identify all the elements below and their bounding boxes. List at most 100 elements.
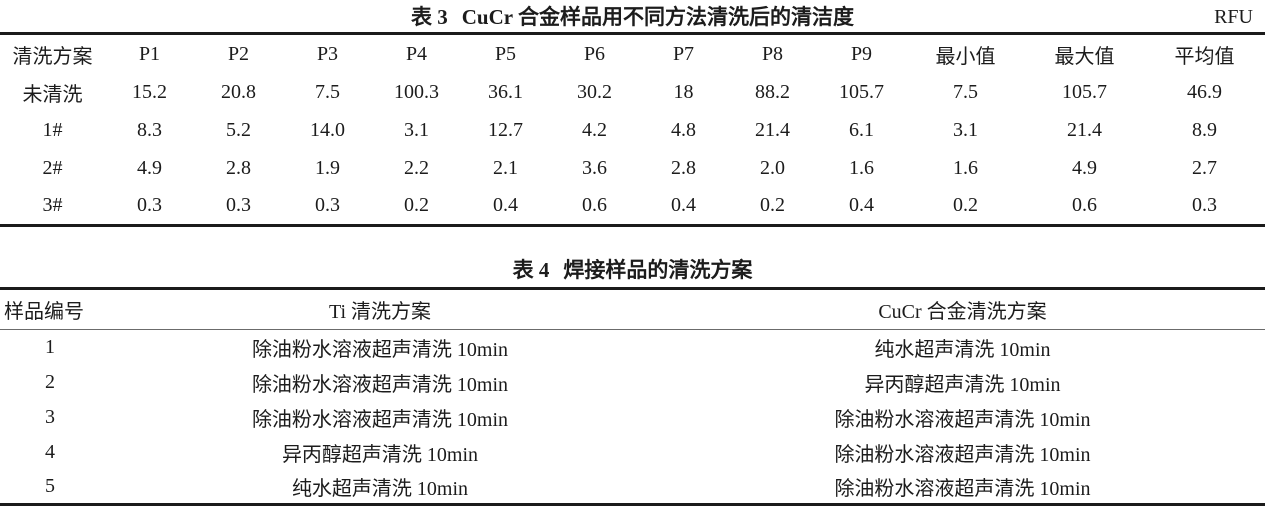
column-header: P7: [672, 42, 695, 65]
table-cell: 3.1: [404, 119, 429, 141]
table-cell: 8.3: [137, 119, 162, 141]
table3-unit-label: RFU: [1214, 6, 1253, 28]
table-cell: 纯水超声清洗 10min: [874, 338, 1051, 361]
table-cell: 7.5: [315, 81, 340, 103]
table-cell: 21.4: [755, 119, 790, 141]
row-label-cell: 未清洗: [22, 84, 83, 106]
row-label-cell: 5: [45, 474, 55, 497]
table-cell: 15.2: [132, 81, 167, 103]
table-cell: 0.3: [137, 194, 162, 217]
table3-caption: 表 3 CuCr 合金样品用不同方法清洗后的清洁度 RFU: [0, 2, 1265, 32]
table-cell: 0.2: [760, 194, 785, 217]
table-cell: 3.6: [582, 157, 607, 179]
row-label-cell: 2: [45, 370, 55, 393]
table-cell: 18: [673, 81, 694, 103]
column-header: P4: [405, 42, 428, 65]
table-cell: 2.2: [404, 157, 429, 179]
column-header: 最大值: [1054, 45, 1115, 68]
column-header: 样品编号: [0, 288, 100, 330]
table-cell: 0.3: [1192, 194, 1217, 217]
column-header: 最小值: [935, 45, 996, 68]
table-cell: 20.8: [221, 81, 256, 103]
column-header: P1: [138, 42, 161, 65]
table-cell: 除油粉水溶液超声清洗 10min: [251, 408, 509, 431]
table-cell: 4.8: [671, 119, 696, 141]
table-cell: 异丙醇超声清洗 10min: [864, 373, 1061, 396]
table-row: 4 异丙醇超声清洗 10min 除油粉水溶液超声清洗 10min: [0, 435, 1265, 470]
table-row: 1 除油粉水溶液超声清洗 10min 纯水超声清洗 10min: [0, 330, 1265, 365]
table-cell: 0.6: [1072, 194, 1097, 217]
column-header: Ti 清洗方案: [100, 288, 660, 330]
table-cell: 除油粉水溶液超声清洗 10min: [834, 408, 1091, 431]
table-cell: 0.4: [671, 194, 696, 217]
row-label-cell: 3#: [42, 194, 63, 217]
table-row: 未清洗 15.2 20.8 7.5 100.3 36.1 30.2 18 88.2 105.7 7.…: [0, 74, 1265, 112]
table3-caption-number: 表 3: [411, 5, 448, 29]
column-header: P5: [494, 42, 517, 65]
row-label-cell: 3: [45, 405, 55, 428]
table-cell: 异丙醇超声清洗 10min: [281, 443, 479, 466]
table-cell: 105.7: [1062, 81, 1107, 103]
table-cell: 除油粉水溶液超声清洗 10min: [251, 373, 509, 396]
row-label-cell: 4: [45, 440, 55, 463]
table-cell: 105.7: [839, 81, 884, 103]
table4-cleaning-scheme-table: 样品编号 Ti 清洗方案 CuCr 合金清洗方案 1 除油粉水溶液超声清洗 10min…: [0, 287, 1265, 506]
table-cell: 14.0: [310, 119, 345, 141]
table-cell: 3.1: [953, 119, 978, 141]
table-cell: 6.1: [849, 119, 874, 141]
row-label-cell: 2#: [42, 157, 63, 179]
column-header: 清洗方案: [12, 45, 93, 68]
table-cell: 2.8: [671, 157, 696, 179]
table3-header-row: 清洗方案 P1 P2 P3 P4 P5 P6 P7 P8 P9 最小值 最大值 平均值: [0, 34, 1265, 74]
table3-caption-title: CuCr 合金样品用不同方法清洗后的清洁度: [461, 5, 854, 29]
table-cell: 4.9: [137, 157, 162, 179]
table-cell: 0.2: [953, 194, 978, 217]
column-header: P2: [227, 42, 250, 65]
table-cell: 4.2: [582, 119, 607, 141]
table-cell: 0.4: [849, 194, 874, 217]
table-cell: 30.2: [577, 81, 612, 103]
table-row: 3 除油粉水溶液超声清洗 10min 除油粉水溶液超声清洗 10min: [0, 400, 1265, 435]
table-cell: 2.8: [226, 157, 251, 179]
table-cell: 5.2: [226, 119, 251, 141]
table-cell: 0.4: [493, 194, 518, 217]
column-header: CuCr 合金清洗方案: [660, 288, 1265, 330]
table3-cleanliness-table: 清洗方案 P1 P2 P3 P4 P5 P6 P7 P8 P9 最小值 最大值 平均值 未清洗 15.2 2…: [0, 32, 1265, 227]
table-cell: 7.5: [953, 81, 978, 103]
table4-caption: 表 4 焊接样品的清洗方案: [0, 255, 1265, 285]
table-cell: 0.3: [315, 194, 340, 217]
table-cell: 0.6: [582, 194, 607, 217]
table-cell: 0.2: [404, 194, 429, 217]
table4-header-row: 样品编号 Ti 清洗方案 CuCr 合金清洗方案: [0, 288, 1265, 330]
table3-body: 未清洗 15.2 20.8 7.5 100.3 36.1 30.2 18 88.2 105.7 7.…: [0, 74, 1265, 226]
table-cell: 1.6: [849, 157, 874, 179]
column-header: P6: [583, 42, 606, 65]
table4-caption-number: 表 4: [512, 258, 550, 282]
table-row: 5 纯水超声清洗 10min 除油粉水溶液超声清洗 10min: [0, 470, 1265, 505]
table-row: 1# 8.3 5.2 14.0 3.1 12.7 4.2 4.8 21.4 6.1 3.1 21.4 8…: [0, 112, 1265, 150]
table-row: 2 除油粉水溶液超声清洗 10min 异丙醇超声清洗 10min: [0, 365, 1265, 400]
table4-body: 1 除油粉水溶液超声清洗 10min 纯水超声清洗 10min 2 除油粉水溶液超声清洗…: [0, 330, 1265, 505]
column-header: P3: [316, 42, 339, 65]
row-label-cell: 1: [45, 335, 55, 358]
table-cell: 88.2: [755, 81, 790, 103]
column-header: 平均值: [1174, 45, 1235, 68]
table-cell: 21.4: [1067, 119, 1102, 141]
table-row: 3# 0.3 0.3 0.3 0.2 0.4 0.6 0.4 0.2 0.4 0.2 0.6 0.3: [0, 188, 1265, 226]
row-label-cell: 1#: [42, 119, 63, 141]
table-cell: 2.0: [760, 157, 785, 179]
table-cell: 除油粉水溶液超声清洗 10min: [834, 477, 1091, 500]
column-header: P8: [761, 42, 784, 65]
table-cell: 纯水超声清洗 10min: [291, 477, 469, 500]
table-cell: 12.7: [488, 119, 523, 141]
table-cell: 1.9: [315, 157, 340, 179]
table-cell: 除油粉水溶液超声清洗 10min: [834, 443, 1091, 466]
table4-caption-title: 焊接样品的清洗方案: [563, 258, 753, 282]
table-row: 2# 4.9 2.8 1.9 2.2 2.1 3.6 2.8 2.0 1.6 1.6 4.9 2.7: [0, 150, 1265, 188]
table-cell: 100.3: [394, 81, 439, 103]
table-cell: 36.1: [488, 81, 523, 103]
table-cell: 除油粉水溶液超声清洗 10min: [251, 338, 509, 361]
column-header: P9: [850, 42, 873, 65]
table-cell: 0.3: [226, 194, 251, 217]
